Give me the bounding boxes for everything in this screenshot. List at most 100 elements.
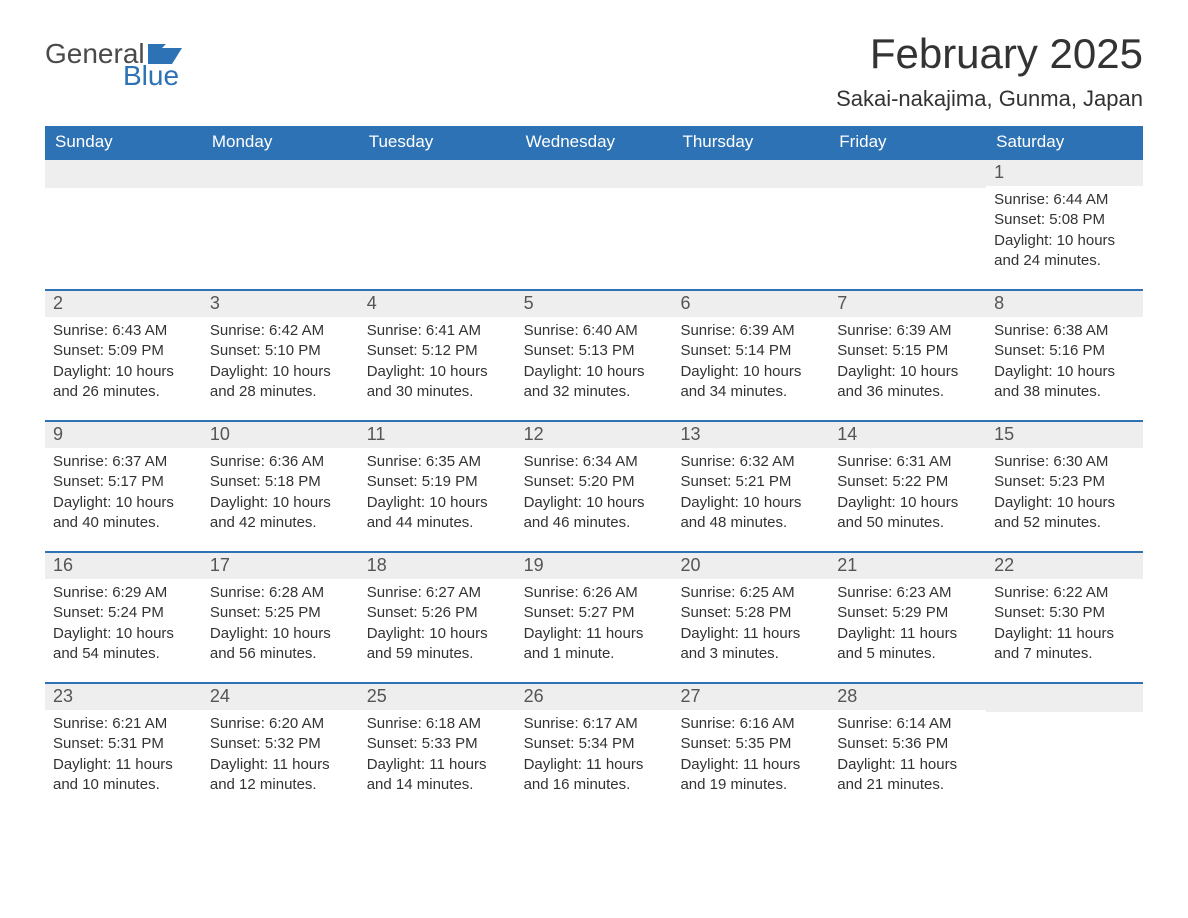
day-cell-26: 26Sunrise: 6:17 AMSunset: 5:34 PMDayligh… (516, 684, 673, 813)
week-row: 23Sunrise: 6:21 AMSunset: 5:31 PMDayligh… (45, 682, 1143, 813)
day-number-blank (202, 160, 359, 188)
day-details: Sunrise: 6:23 AMSunset: 5:29 PMDaylight:… (829, 579, 986, 664)
logo-top-row: General (45, 40, 182, 68)
month-title: February 2025 (836, 30, 1143, 78)
day-number: 7 (829, 291, 986, 317)
day-cell-1: 1Sunrise: 6:44 AMSunset: 5:08 PMDaylight… (986, 160, 1143, 289)
day-details: Sunrise: 6:25 AMSunset: 5:28 PMDaylight:… (672, 579, 829, 664)
day-number-blank (986, 684, 1143, 712)
day-cell-10: 10Sunrise: 6:36 AMSunset: 5:18 PMDayligh… (202, 422, 359, 551)
day-number: 26 (516, 684, 673, 710)
day-number: 21 (829, 553, 986, 579)
day-details: Sunrise: 6:18 AMSunset: 5:33 PMDaylight:… (359, 710, 516, 795)
day-cell-blank (986, 684, 1143, 813)
week-row: 2Sunrise: 6:43 AMSunset: 5:09 PMDaylight… (45, 289, 1143, 420)
logo-text-blue: Blue (123, 62, 182, 90)
day-number: 25 (359, 684, 516, 710)
day-cell-blank (45, 160, 202, 289)
day-number: 6 (672, 291, 829, 317)
day-details: Sunrise: 6:39 AMSunset: 5:15 PMDaylight:… (829, 317, 986, 402)
week-row: 9Sunrise: 6:37 AMSunset: 5:17 PMDaylight… (45, 420, 1143, 551)
day-cell-blank (672, 160, 829, 289)
day-cell-8: 8Sunrise: 6:38 AMSunset: 5:16 PMDaylight… (986, 291, 1143, 420)
day-cell-17: 17Sunrise: 6:28 AMSunset: 5:25 PMDayligh… (202, 553, 359, 682)
day-number: 5 (516, 291, 673, 317)
day-details: Sunrise: 6:27 AMSunset: 5:26 PMDaylight:… (359, 579, 516, 664)
day-number: 1 (986, 160, 1143, 186)
day-cell-11: 11Sunrise: 6:35 AMSunset: 5:19 PMDayligh… (359, 422, 516, 551)
day-details: Sunrise: 6:44 AMSunset: 5:08 PMDaylight:… (986, 186, 1143, 271)
day-cell-28: 28Sunrise: 6:14 AMSunset: 5:36 PMDayligh… (829, 684, 986, 813)
day-details: Sunrise: 6:31 AMSunset: 5:22 PMDaylight:… (829, 448, 986, 533)
logo-flag-icon (148, 44, 182, 64)
day-details: Sunrise: 6:35 AMSunset: 5:19 PMDaylight:… (359, 448, 516, 533)
day-details: Sunrise: 6:34 AMSunset: 5:20 PMDaylight:… (516, 448, 673, 533)
day-details: Sunrise: 6:30 AMSunset: 5:23 PMDaylight:… (986, 448, 1143, 533)
dow-tuesday: Tuesday (359, 126, 516, 160)
logo: General Blue (45, 40, 182, 90)
header: General Blue February 2025 Sakai-nakajim… (45, 30, 1143, 112)
dow-wednesday: Wednesday (516, 126, 673, 160)
day-number: 3 (202, 291, 359, 317)
day-cell-20: 20Sunrise: 6:25 AMSunset: 5:28 PMDayligh… (672, 553, 829, 682)
day-details: Sunrise: 6:17 AMSunset: 5:34 PMDaylight:… (516, 710, 673, 795)
day-number: 14 (829, 422, 986, 448)
day-details: Sunrise: 6:22 AMSunset: 5:30 PMDaylight:… (986, 579, 1143, 664)
day-number: 4 (359, 291, 516, 317)
day-details: Sunrise: 6:37 AMSunset: 5:17 PMDaylight:… (45, 448, 202, 533)
day-details: Sunrise: 6:20 AMSunset: 5:32 PMDaylight:… (202, 710, 359, 795)
day-number-blank (516, 160, 673, 188)
day-number: 10 (202, 422, 359, 448)
dow-friday: Friday (829, 126, 986, 160)
day-cell-5: 5Sunrise: 6:40 AMSunset: 5:13 PMDaylight… (516, 291, 673, 420)
day-number: 2 (45, 291, 202, 317)
day-cell-7: 7Sunrise: 6:39 AMSunset: 5:15 PMDaylight… (829, 291, 986, 420)
day-cell-15: 15Sunrise: 6:30 AMSunset: 5:23 PMDayligh… (986, 422, 1143, 551)
week-row: 16Sunrise: 6:29 AMSunset: 5:24 PMDayligh… (45, 551, 1143, 682)
day-cell-blank (359, 160, 516, 289)
day-details: Sunrise: 6:42 AMSunset: 5:10 PMDaylight:… (202, 317, 359, 402)
day-number-blank (359, 160, 516, 188)
day-number: 12 (516, 422, 673, 448)
day-details: Sunrise: 6:40 AMSunset: 5:13 PMDaylight:… (516, 317, 673, 402)
day-number-blank (672, 160, 829, 188)
day-cell-18: 18Sunrise: 6:27 AMSunset: 5:26 PMDayligh… (359, 553, 516, 682)
day-details: Sunrise: 6:28 AMSunset: 5:25 PMDaylight:… (202, 579, 359, 664)
dow-thursday: Thursday (672, 126, 829, 160)
dow-saturday: Saturday (986, 126, 1143, 160)
day-cell-2: 2Sunrise: 6:43 AMSunset: 5:09 PMDaylight… (45, 291, 202, 420)
day-cell-13: 13Sunrise: 6:32 AMSunset: 5:21 PMDayligh… (672, 422, 829, 551)
day-number: 8 (986, 291, 1143, 317)
day-details: Sunrise: 6:16 AMSunset: 5:35 PMDaylight:… (672, 710, 829, 795)
day-details: Sunrise: 6:36 AMSunset: 5:18 PMDaylight:… (202, 448, 359, 533)
day-number: 9 (45, 422, 202, 448)
day-number: 22 (986, 553, 1143, 579)
day-details: Sunrise: 6:14 AMSunset: 5:36 PMDaylight:… (829, 710, 986, 795)
day-details: Sunrise: 6:38 AMSunset: 5:16 PMDaylight:… (986, 317, 1143, 402)
day-details: Sunrise: 6:41 AMSunset: 5:12 PMDaylight:… (359, 317, 516, 402)
day-number: 23 (45, 684, 202, 710)
day-number: 17 (202, 553, 359, 579)
day-number: 11 (359, 422, 516, 448)
day-number: 13 (672, 422, 829, 448)
title-block: February 2025 Sakai-nakajima, Gunma, Jap… (836, 30, 1143, 112)
day-cell-21: 21Sunrise: 6:23 AMSunset: 5:29 PMDayligh… (829, 553, 986, 682)
day-cell-19: 19Sunrise: 6:26 AMSunset: 5:27 PMDayligh… (516, 553, 673, 682)
day-number: 15 (986, 422, 1143, 448)
day-cell-14: 14Sunrise: 6:31 AMSunset: 5:22 PMDayligh… (829, 422, 986, 551)
day-cell-23: 23Sunrise: 6:21 AMSunset: 5:31 PMDayligh… (45, 684, 202, 813)
day-cell-3: 3Sunrise: 6:42 AMSunset: 5:10 PMDaylight… (202, 291, 359, 420)
day-number: 18 (359, 553, 516, 579)
day-cell-16: 16Sunrise: 6:29 AMSunset: 5:24 PMDayligh… (45, 553, 202, 682)
day-details: Sunrise: 6:29 AMSunset: 5:24 PMDaylight:… (45, 579, 202, 664)
day-cell-12: 12Sunrise: 6:34 AMSunset: 5:20 PMDayligh… (516, 422, 673, 551)
day-number: 28 (829, 684, 986, 710)
day-cell-6: 6Sunrise: 6:39 AMSunset: 5:14 PMDaylight… (672, 291, 829, 420)
day-number: 27 (672, 684, 829, 710)
week-row: 1Sunrise: 6:44 AMSunset: 5:08 PMDaylight… (45, 160, 1143, 289)
day-number: 20 (672, 553, 829, 579)
day-details: Sunrise: 6:43 AMSunset: 5:09 PMDaylight:… (45, 317, 202, 402)
location-subtitle: Sakai-nakajima, Gunma, Japan (836, 86, 1143, 112)
day-number: 24 (202, 684, 359, 710)
day-cell-27: 27Sunrise: 6:16 AMSunset: 5:35 PMDayligh… (672, 684, 829, 813)
